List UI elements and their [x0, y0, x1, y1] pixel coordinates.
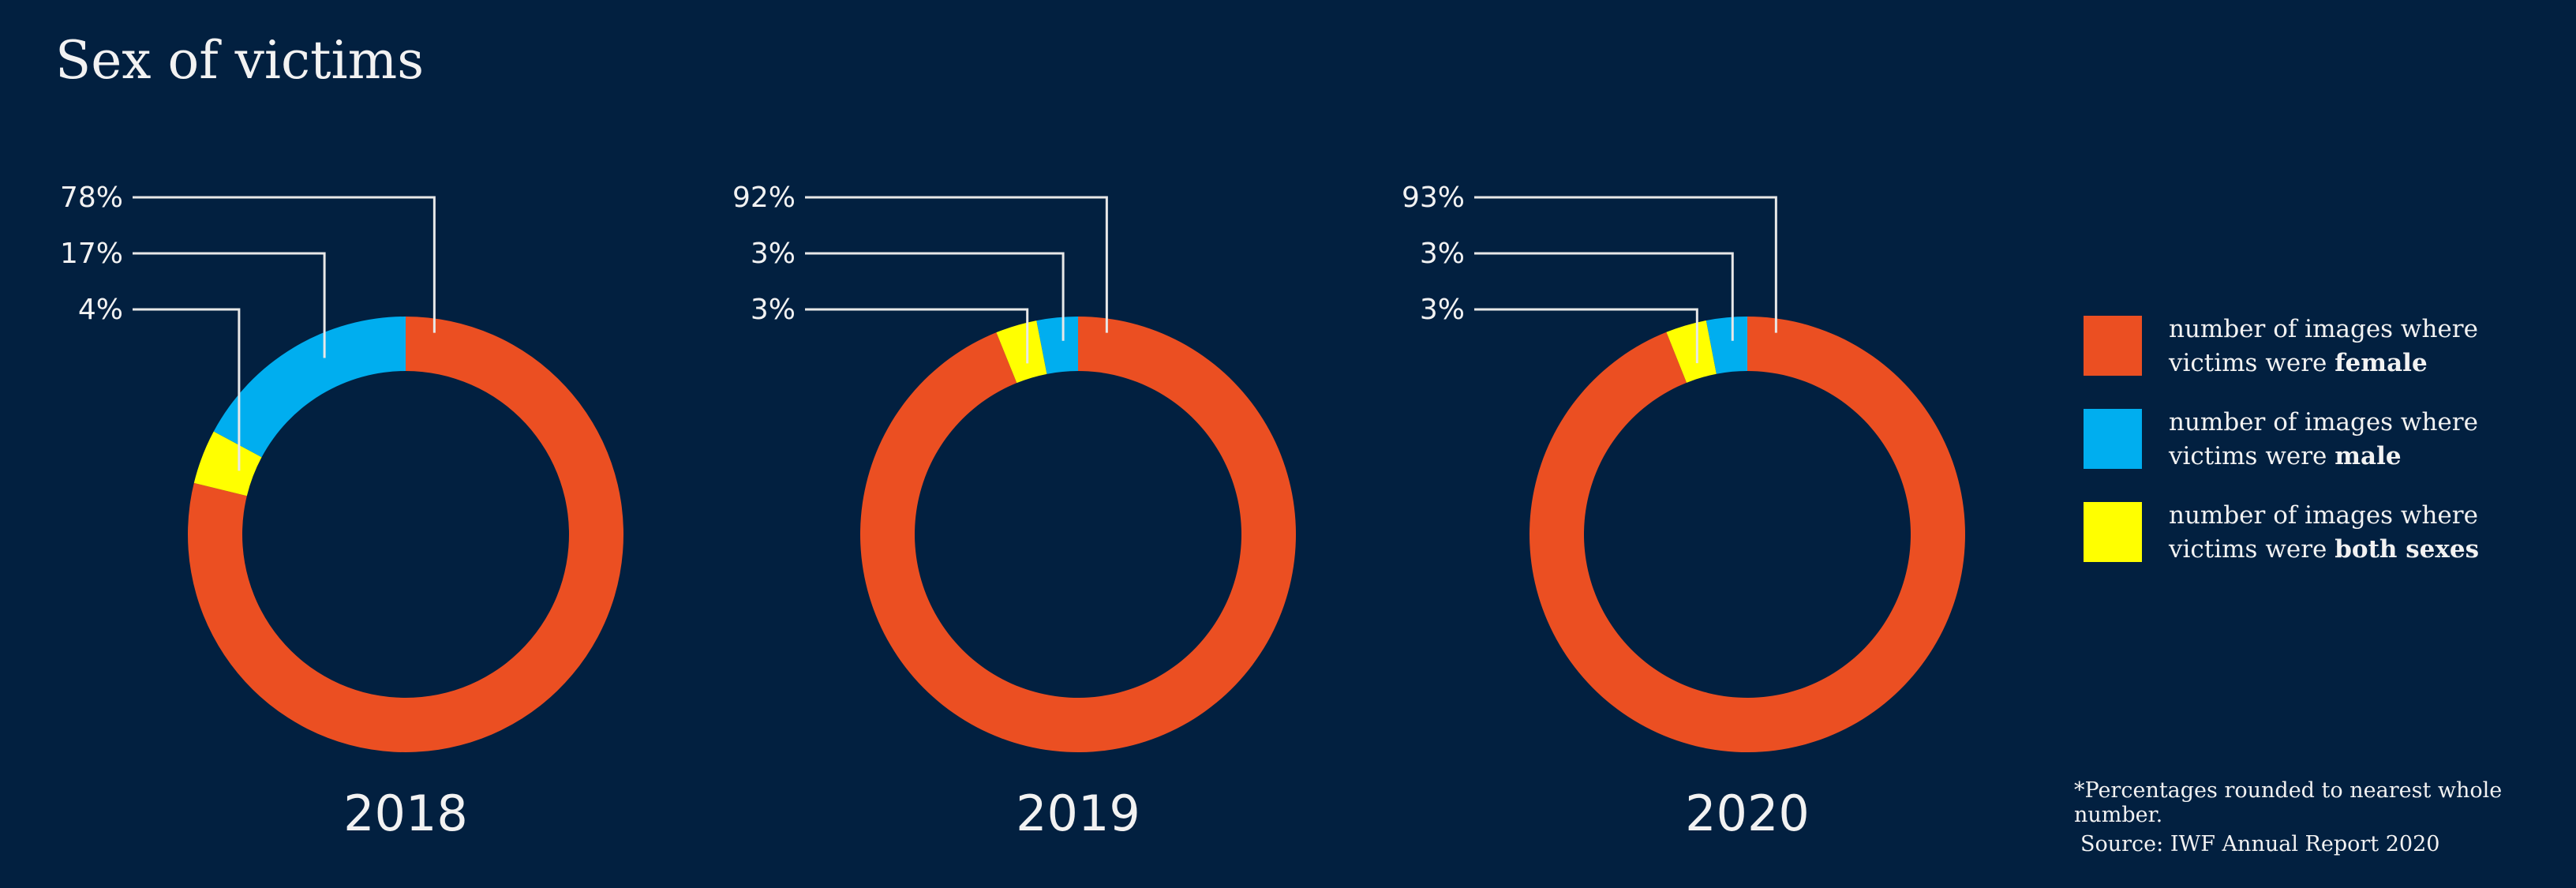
- donut-segment-both-sexes: [193, 431, 262, 496]
- donut-2020: 93% 3% 3% 2020: [1402, 182, 1965, 842]
- leader-line: [133, 196, 436, 333]
- year-label: 2018: [343, 785, 468, 842]
- year-label: 2019: [1016, 785, 1140, 842]
- legend-label-both: number of images where victims were both…: [2169, 501, 2480, 564]
- year-label: 2020: [1685, 785, 1810, 842]
- legend-swatch-female: [2084, 316, 2142, 376]
- legend-swatch-both: [2084, 502, 2142, 562]
- legend: number of images where victims were fema…: [2084, 315, 2480, 595]
- leader-line: [133, 252, 326, 358]
- leader-line: [133, 308, 241, 471]
- leader-line: [805, 196, 1108, 333]
- legend-swatch-male: [2084, 409, 2142, 469]
- leader-line: [1474, 196, 1777, 333]
- donut-segment-both-sexes: [1666, 320, 1717, 383]
- data-label-female: 93%: [1402, 182, 1465, 214]
- leader-line: [805, 252, 1065, 341]
- data-label-male: 3%: [751, 238, 796, 270]
- data-label-both-sexes: 3%: [751, 294, 796, 326]
- donut-segment-male: [213, 317, 406, 458]
- donut-segment-male: [1036, 317, 1078, 374]
- leader-line: [805, 308, 1029, 364]
- donut-2019: 92% 3% 3% 2019: [732, 182, 1297, 842]
- donut-segment-female: [1530, 317, 1965, 753]
- leader-line: [1474, 252, 1734, 341]
- data-label-female: 92%: [732, 182, 796, 214]
- data-label-female: 78%: [60, 182, 123, 214]
- data-label-both-sexes: 3%: [1420, 294, 1465, 326]
- donut-segment-both-sexes: [996, 320, 1047, 384]
- legend-label-male: number of images where victims were male: [2169, 408, 2478, 470]
- donut-segment-male: [1705, 317, 1747, 374]
- data-label-male: 3%: [1420, 238, 1465, 270]
- legend-item-both: number of images where victims were both…: [2084, 501, 2480, 595]
- legend-item-male: number of images where victims were male: [2084, 408, 2479, 502]
- chart-title: Sex of victims: [55, 30, 425, 91]
- footnote: *Percentages rounded to nearest whole nu…: [2074, 778, 2503, 827]
- data-label-both-sexes: 4%: [78, 294, 123, 326]
- source-note: Source: IWF Annual Report 2020: [2080, 832, 2440, 856]
- leader-line: [1474, 308, 1698, 364]
- donut-segment-female: [860, 317, 1297, 752]
- donut-2018: 78% 17% 4% 2018: [60, 182, 623, 842]
- data-label-male: 17%: [60, 238, 123, 270]
- legend-label-female: number of images where victims were fema…: [2169, 315, 2478, 377]
- legend-item-female: number of images where victims were fema…: [2084, 315, 2479, 409]
